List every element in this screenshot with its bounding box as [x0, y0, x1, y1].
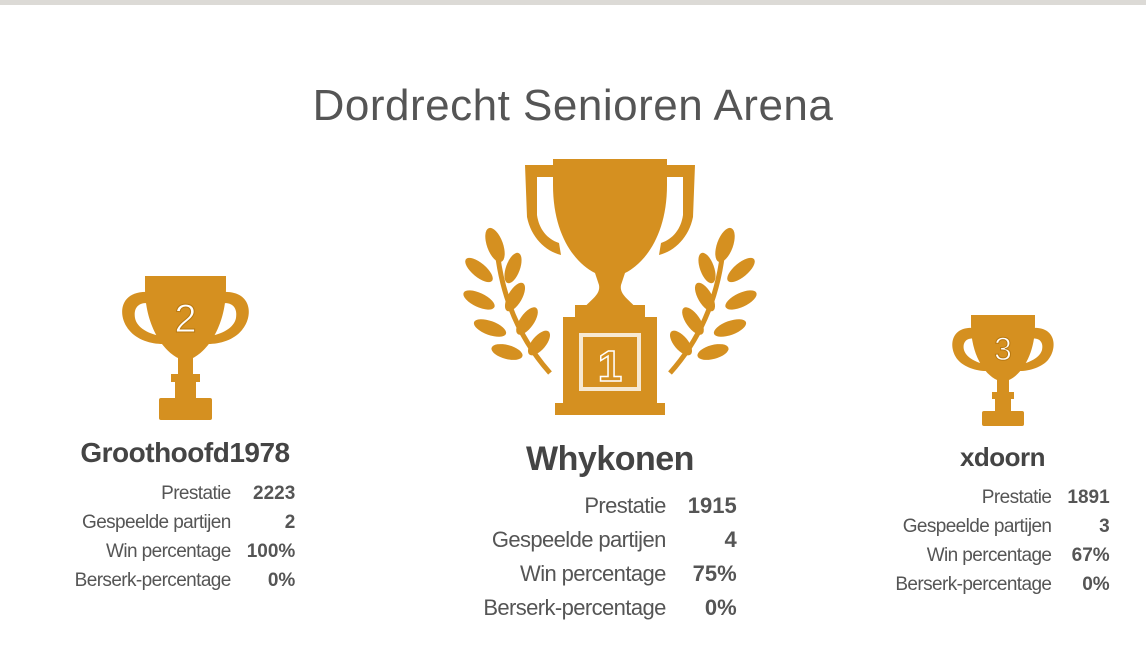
stat-value: 0%	[704, 595, 737, 620]
stat-row-games: Gespeelde partijen 4	[483, 523, 737, 557]
stat-label: Gespeelde partijen	[902, 515, 1052, 537]
stat-label: Win percentage	[926, 544, 1052, 566]
stat-label: Berserk-percentage	[895, 573, 1052, 595]
top-bar	[0, 0, 1146, 5]
stat-label: Gespeelde partijen	[82, 511, 231, 533]
stats-table: Prestatie 2223 Gespeelde partijen 2 Win pe…	[75, 479, 296, 595]
stat-value: 4	[724, 527, 737, 552]
stat-value: 1915	[687, 493, 737, 518]
stat-value: 2223	[253, 482, 296, 504]
stat-row-performance: Prestatie 1891	[895, 483, 1110, 512]
podium-first: 1 Whykonen Prestatie 1915 Gespeelde parti…	[420, 155, 800, 625]
rank-number: 2	[174, 297, 196, 341]
trophy-laurel-icon: 1	[463, 159, 757, 415]
stat-label: Berserk-percentage	[74, 569, 232, 591]
stat-value: 1891	[1067, 486, 1110, 508]
stat-label: Berserk-percentage	[483, 595, 666, 620]
stats-table: Prestatie 1915 Gespeelde partijen 4 Win pe…	[483, 489, 736, 625]
player-name-link[interactable]: Groothoofd1978	[80, 437, 290, 468]
stat-label: Gespeelde partijen	[491, 527, 666, 552]
player-name-link[interactable]: Whykonen	[526, 440, 694, 478]
stat-row-performance: Prestatie 1915	[483, 489, 736, 523]
stat-row-win: Win percentage 75%	[483, 557, 737, 591]
trophy-icon: 3	[951, 315, 1054, 426]
stat-value: 0%	[1082, 573, 1110, 595]
stat-row-games: Gespeelde partijen 3	[895, 512, 1110, 541]
rank-number: 3	[994, 331, 1012, 367]
stat-row-win: Win percentage 100%	[75, 537, 296, 566]
stat-label: Prestatie	[161, 482, 231, 504]
stat-row-berserk: Berserk-percentage 0%	[895, 570, 1109, 599]
trophy-icon: 2	[121, 276, 249, 420]
stat-row-win: Win percentage 67%	[895, 541, 1110, 570]
stat-value: 2	[284, 511, 296, 533]
player-name-link[interactable]: xdoorn	[959, 442, 1046, 472]
stat-value: 3	[1099, 515, 1110, 537]
podium-second: 2 Groothoofd1978 Prestatie 2223 Gespeelde…	[40, 268, 330, 595]
stat-label: Win percentage	[106, 540, 231, 562]
stat-row-berserk: Berserk-percentage 0%	[75, 566, 296, 595]
stat-label: Prestatie	[584, 493, 666, 518]
stat-row-berserk: Berserk-percentage 0%	[483, 591, 736, 625]
stat-value: 0%	[267, 569, 296, 591]
stat-value: 67%	[1071, 544, 1110, 566]
stat-row-performance: Prestatie 2223	[75, 479, 296, 508]
rank-number: 1	[598, 342, 622, 391]
stat-row-games: Gespeelde partijen 2	[75, 508, 296, 537]
stat-value: 75%	[692, 561, 737, 586]
stat-label: Prestatie	[981, 486, 1052, 508]
podium-third: 3 xdoorn Prestatie 1891 Gespeelde partije…	[860, 310, 1145, 599]
stats-table: Prestatie 1891 Gespeelde partijen 3 Win pe…	[895, 483, 1109, 599]
page-title: Dordrecht Senioren Arena	[312, 81, 834, 131]
stat-value: 100%	[246, 540, 296, 562]
stat-label: Win percentage	[520, 561, 666, 586]
